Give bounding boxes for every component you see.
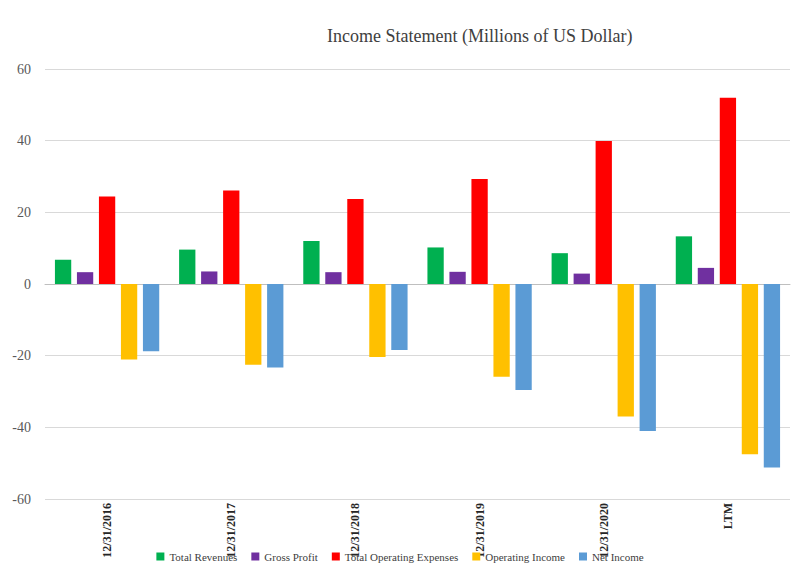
svg-text:Income Statement (Millions of: Income Statement (Millions of US Dollar)	[327, 26, 632, 47]
svg-text:40: 40	[17, 133, 31, 148]
svg-text:Gross Profit: Gross Profit	[264, 551, 317, 563]
svg-text:Operating Income: Operating Income	[485, 551, 565, 563]
svg-text:20: 20	[17, 205, 31, 220]
svg-text:Net Income: Net Income	[592, 551, 644, 563]
svg-text:Total Operating Expenses: Total Operating Expenses	[345, 551, 458, 563]
svg-text:12/31/2017: 12/31/2017	[224, 503, 238, 558]
svg-text:12/31/2016: 12/31/2016	[100, 503, 114, 558]
svg-text:-40: -40	[12, 420, 31, 435]
svg-text:-20: -20	[12, 348, 31, 363]
svg-text:12/31/2019: 12/31/2019	[473, 503, 487, 558]
svg-text:60: 60	[17, 62, 31, 77]
svg-text:12/31/2020: 12/31/2020	[597, 503, 611, 558]
svg-text:Total Revenues: Total Revenues	[169, 551, 237, 563]
svg-text:-60: -60	[12, 492, 31, 507]
svg-text:12/31/2018: 12/31/2018	[348, 503, 362, 558]
svg-text:LTM: LTM	[721, 503, 735, 529]
svg-text:0: 0	[24, 277, 31, 292]
